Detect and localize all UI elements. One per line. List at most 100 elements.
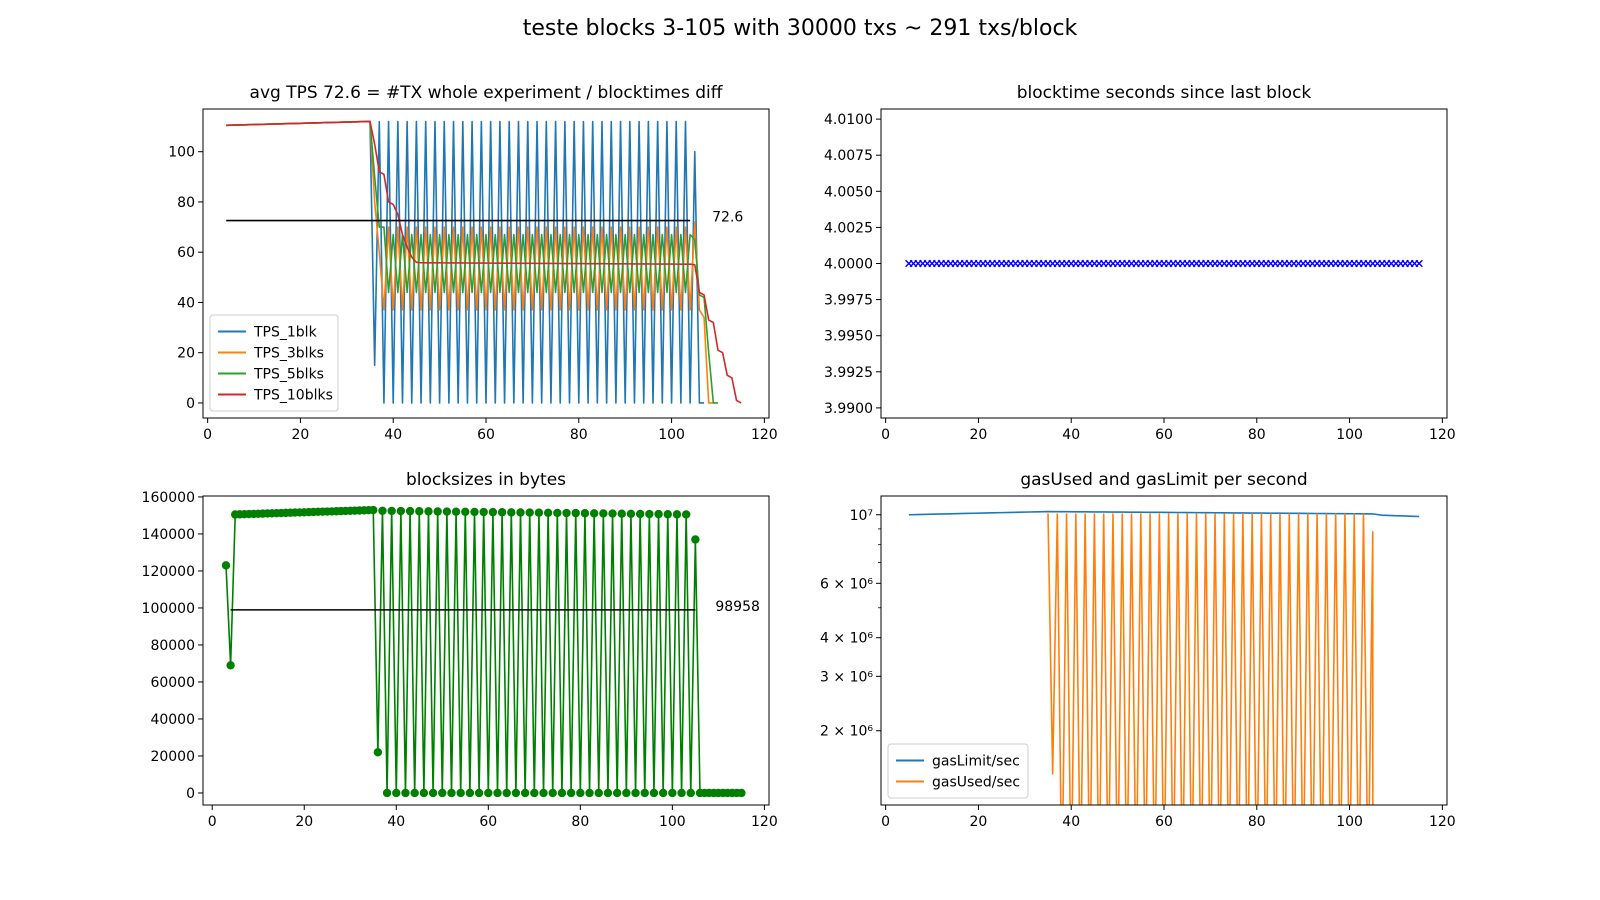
x-tick-label: 80: [570, 427, 588, 443]
blocksize-point: [631, 788, 640, 798]
y-tick-label: 80000: [150, 638, 195, 654]
y-tick-label: 60000: [150, 675, 195, 691]
x-tick-label: 120: [751, 814, 778, 830]
blocksize-point: [451, 507, 461, 516]
blocksize-point: [663, 510, 672, 519]
blocksize-point: [415, 507, 424, 516]
legend-label: TPS_3blks: [253, 346, 324, 362]
blocksize-point: [424, 507, 433, 516]
blocksize-point: [493, 788, 502, 798]
y-tick-label: 20: [177, 346, 195, 362]
blocksize-point: [392, 788, 401, 798]
y-tick-label: 4.0100: [824, 112, 873, 128]
blocksize-point: [405, 506, 415, 516]
blocksize-point: [571, 508, 580, 518]
blocksize-point: [658, 788, 668, 798]
blocksize-point: [654, 509, 663, 519]
y-tick-label: 60: [177, 245, 195, 261]
y-tick-label: 10⁷: [850, 508, 873, 524]
blocksize-point: [438, 788, 447, 798]
x-tick-label: 40: [1062, 427, 1080, 443]
blocksize-point: [447, 788, 456, 798]
blocksize-point: [640, 788, 649, 798]
x-tick-label: 60: [1155, 814, 1173, 830]
y-tick-label: 100: [168, 145, 195, 161]
blocksize-point: [488, 507, 498, 517]
blocksize-point: [497, 508, 507, 517]
blocksize-point: [401, 788, 410, 798]
y-tick-label: 3 × 10⁶: [820, 669, 873, 685]
y-tick-label: 120000: [142, 564, 195, 580]
blocksize-point: [557, 788, 567, 798]
x-tick-label: 100: [659, 814, 686, 830]
blocksize-point: [539, 788, 548, 798]
figure-suptitle: teste blocks 3-105 with 30000 txs ~ 291 …: [523, 16, 1078, 41]
axes-frame: [202, 108, 770, 419]
blocksize-point: [470, 507, 479, 517]
blocksize-point: [603, 788, 613, 798]
legend-label: TPS_5blks: [253, 367, 324, 383]
blocksize-point: [221, 561, 231, 570]
blocksize-point: [691, 535, 700, 544]
x-tick-label: 80: [1248, 427, 1266, 443]
series-line-gasUsed/sec: [1047, 513, 1374, 805]
blocksize-point: [612, 788, 622, 798]
x-tick-label: 60: [1155, 427, 1173, 443]
x-tick-label: 0: [208, 814, 217, 830]
panel-title: avg TPS 72.6 = #TX whole experiment / bl…: [250, 83, 724, 103]
x-tick-label: 120: [751, 427, 778, 443]
blocksize-point: [520, 788, 530, 798]
y-tick-label: 6 × 10⁶: [820, 576, 873, 592]
series-line-TPS_10blks: [226, 120, 742, 404]
y-tick-label: 100000: [142, 601, 195, 617]
blocksize-point: [428, 788, 438, 798]
blocksize-point: [599, 509, 608, 518]
legend-label: gasLimit/sec: [932, 754, 1020, 770]
x-tick-label: 20: [295, 814, 313, 830]
blocksize-point: [484, 788, 493, 798]
x-tick-label: 120: [1429, 814, 1456, 830]
x-tick-label: 20: [970, 427, 988, 443]
blocksize-point: [580, 509, 590, 518]
blocksize-point: [635, 509, 645, 519]
legend: TPS_1blk TPS_3blks TPS_5blks TPS_10blks: [209, 314, 339, 412]
legend-box: [209, 314, 339, 412]
blocksize-point: [737, 788, 746, 798]
panel-title: blocktime seconds since last block: [1017, 83, 1312, 103]
y-tick-label: 3.9975: [824, 293, 873, 309]
y-tick-label: 3.9925: [824, 365, 873, 381]
x-tick-label: 120: [1429, 427, 1456, 443]
x-tick-label: 0: [203, 427, 212, 443]
blocksize-point: [649, 788, 659, 798]
legend-label: gasUsed/sec: [932, 775, 1020, 791]
blocksize-point: [530, 788, 539, 798]
blocksize-point: [608, 509, 617, 518]
blocksize-point: [373, 748, 383, 757]
blocksize-point: [433, 507, 442, 516]
x-tick-label: 40: [387, 814, 405, 830]
blocksize-line: [225, 509, 742, 794]
panel-title: gasUsed and gasLimit per second: [1020, 470, 1307, 490]
average-label: 72.6: [712, 210, 743, 226]
blocksize-point: [594, 788, 603, 798]
blocksize-point: [672, 510, 682, 519]
blocksize-point: [566, 788, 576, 798]
y-tick-label: 3.9950: [824, 329, 873, 345]
y-tick-label: 40000: [150, 712, 195, 728]
scatter-point: [1415, 259, 1423, 268]
x-tick-label: 60: [477, 427, 495, 443]
axes-frame: [202, 495, 770, 806]
y-tick-label: 0: [186, 786, 195, 802]
legend: gasLimit/sec gasUsed/sec: [887, 743, 1029, 799]
y-tick-label: 4.0075: [824, 148, 873, 164]
blocksize-point: [419, 788, 429, 798]
blocksize-point: [562, 508, 571, 518]
blocksize-point: [589, 509, 599, 518]
x-tick-label: 40: [384, 427, 402, 443]
y-tick-label: 4 × 10⁶: [820, 631, 873, 647]
y-tick-label: 4.0000: [824, 257, 873, 273]
y-tick-label: 20000: [150, 749, 195, 765]
legend-box: [887, 743, 1029, 799]
series-line-gasLimit/sec: [908, 510, 1420, 518]
